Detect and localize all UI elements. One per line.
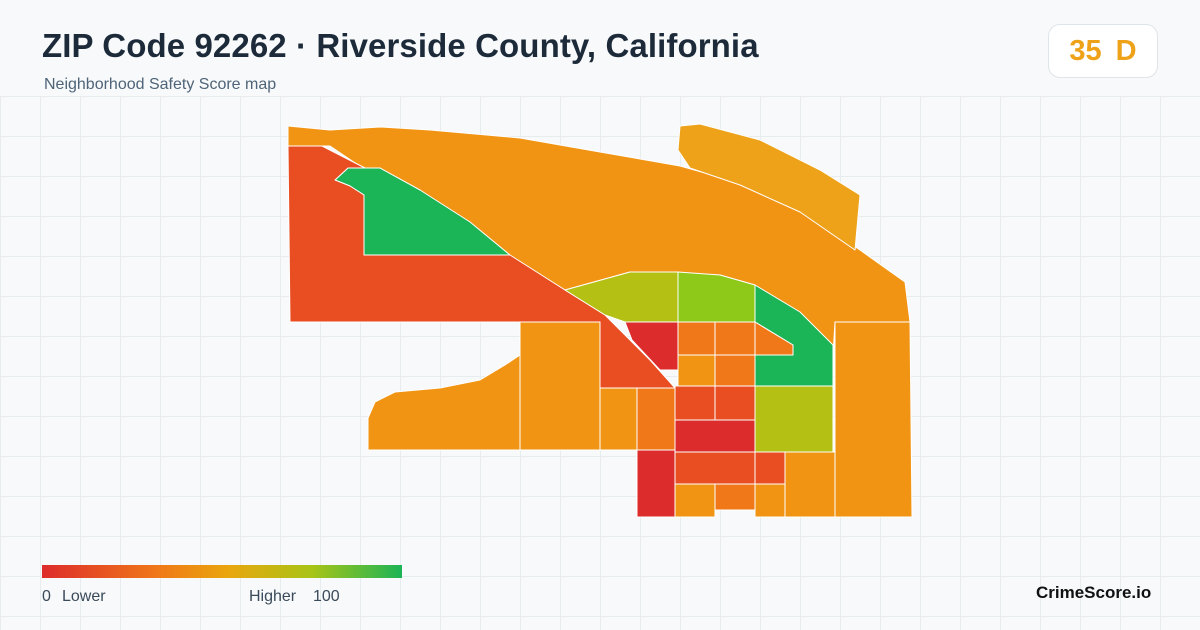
legend-min-label: Lower (62, 588, 106, 605)
map-region-northeast-strip[interactable] (677, 123, 861, 251)
map-region-central-red[interactable] (624, 321, 679, 371)
map-region-east-yellow[interactable] (754, 385, 834, 453)
map-region-block-10[interactable] (674, 419, 756, 453)
map-region-block-16[interactable] (754, 483, 786, 518)
page-subtitle: Neighborhood Safety Score map (44, 76, 277, 93)
map-region-block-8[interactable] (674, 385, 716, 421)
map-region-block-11[interactable] (674, 451, 756, 485)
map-region-block-13[interactable] (784, 451, 836, 518)
brand-logo-text: CrimeScore.io (1036, 583, 1152, 602)
score-badge: 35 D (1048, 24, 1158, 78)
map-region-block-1[interactable] (677, 321, 716, 356)
map-region-east-column[interactable] (834, 321, 913, 518)
legend-max-label: Higher (249, 588, 297, 605)
score-grade: D (1115, 34, 1137, 67)
legend-max-value: 100 (313, 588, 340, 605)
map-region-block-5[interactable] (714, 354, 756, 387)
map-region-block-3[interactable] (754, 321, 794, 356)
page-title: ZIP Code 92262 · Riverside County, Calif… (42, 27, 759, 64)
map-region-block-9[interactable] (714, 385, 756, 421)
map-region-block-12[interactable] (754, 451, 786, 485)
score-value: 35 (1069, 34, 1102, 67)
map-region-block-6[interactable] (599, 387, 638, 451)
map-region-block-7[interactable] (636, 387, 676, 451)
map-region-block-14[interactable] (674, 483, 716, 518)
map-region-southwest-arm-body[interactable] (367, 354, 521, 451)
map-region-block-15[interactable] (714, 483, 756, 511)
map-region-south-red[interactable] (636, 449, 676, 518)
map-region-block-4[interactable] (677, 354, 716, 387)
legend-color-scale (42, 565, 402, 578)
legend-min-value: 0 (42, 588, 51, 605)
map-region-block-2[interactable] (714, 321, 756, 356)
